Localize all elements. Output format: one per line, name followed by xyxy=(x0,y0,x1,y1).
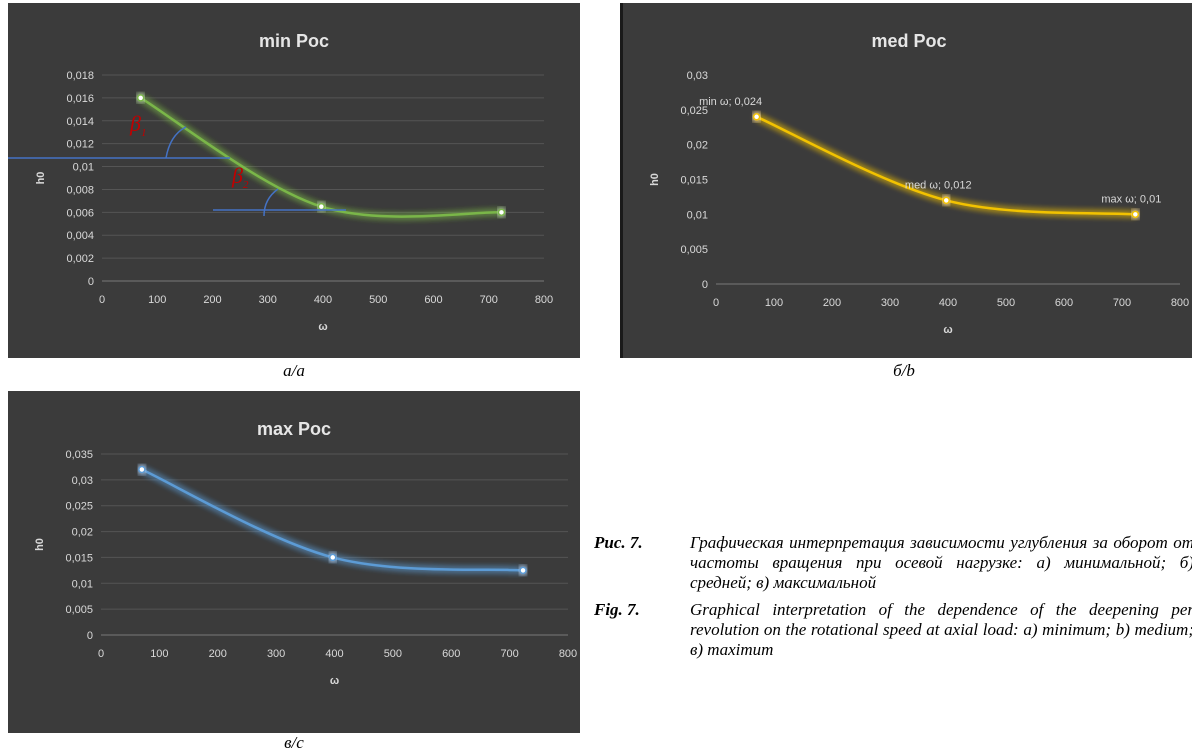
y-tick-label: 0,02 xyxy=(687,140,708,152)
chart-svg-2: med Poc 0 0,005 0,01 0,015 0,02 0,025 0,03 0 100 2… xyxy=(649,31,1189,336)
x-tick-label: 600 xyxy=(442,648,460,660)
x-tick-label: 200 xyxy=(209,648,227,660)
data-point xyxy=(497,208,506,217)
x-tick-label: 300 xyxy=(267,648,285,660)
y-axis-title: h0 xyxy=(35,172,47,185)
y-tick-label: 0,005 xyxy=(680,244,708,256)
data-point xyxy=(136,94,145,102)
subfigure-label-b: б/b xyxy=(893,361,915,380)
subfigure-label-a: а/a xyxy=(283,361,305,380)
data-point xyxy=(317,202,326,211)
chart-panel-b: med Poc 0 0,005 0,01 0,015 0,02 0,025 0,03 0 100 2… xyxy=(620,3,1192,358)
y-tick-label: 0,006 xyxy=(66,207,94,219)
x-tick-label: 800 xyxy=(535,294,553,306)
x-tick-label: 0 xyxy=(99,294,105,306)
y-tick-label: 0,025 xyxy=(65,501,93,513)
y-axis-title: h0 xyxy=(649,173,661,186)
subfigure-label-c: в/c xyxy=(284,733,304,752)
x-tick-label: 200 xyxy=(203,294,221,306)
y-tick-label: 0,025 xyxy=(680,105,708,117)
chart-panel-c: max Poc 0 0,005 0,01 0,015 0,02 0,025 0,03 0,035… xyxy=(8,391,580,733)
data-point xyxy=(752,113,761,121)
caption-en-number: Fig. 7. xyxy=(594,600,640,619)
y-tick-label: 0,004 xyxy=(66,230,94,242)
y-tick-label: 0,015 xyxy=(680,175,708,187)
angle-arc-1 xyxy=(165,126,187,159)
y-tick-label: 0 xyxy=(87,630,93,642)
x-tick-label: 700 xyxy=(1113,297,1131,309)
x-axis-title: ω xyxy=(318,321,327,333)
caption-ru-number: Рис. 7. xyxy=(594,533,643,552)
chart-svg-1: min Poc 0 0,002 0,004 0,006 0,008 0,01 0,012 0,0… xyxy=(8,31,553,333)
beta-2-label: β2 xyxy=(231,163,249,191)
x-tick-label: 800 xyxy=(559,648,577,660)
data-point xyxy=(519,566,527,575)
chart-svg-3: max Poc 0 0,005 0,01 0,015 0,02 0,025 0,03 0,035… xyxy=(34,419,577,687)
y-tick-label: 0 xyxy=(702,279,708,291)
x-tick-label: 600 xyxy=(1055,297,1073,309)
y-tick-label: 0,01 xyxy=(73,162,94,174)
y-tick-label: 0,014 xyxy=(66,116,94,128)
chart-title: max Poc xyxy=(257,419,331,439)
x-tick-label: 700 xyxy=(480,294,498,306)
x-tick-label: 600 xyxy=(424,294,442,306)
x-tick-label: 400 xyxy=(314,294,332,306)
y-tick-label: 0,008 xyxy=(66,184,94,196)
chart-panel-a: min Poc 0 0,002 0,004 0,006 0,008 0,01 0,012 0,0… xyxy=(8,3,580,358)
y-tick-label: 0,01 xyxy=(72,578,93,590)
x-axis-title: ω xyxy=(330,675,339,687)
x-tick-label: 200 xyxy=(823,297,841,309)
x-tick-label: 800 xyxy=(1171,297,1189,309)
x-tick-label: 500 xyxy=(384,648,402,660)
x-tick-label: 400 xyxy=(325,648,343,660)
chart-title: med Poc xyxy=(871,31,946,51)
y-tick-label: 0,005 xyxy=(65,604,93,616)
y-tick-label: 0 xyxy=(88,276,94,288)
x-tick-label: 100 xyxy=(148,294,166,306)
data-point xyxy=(1131,210,1140,219)
y-tick-label: 0,01 xyxy=(687,209,708,221)
y-tick-label: 0,002 xyxy=(66,253,94,265)
x-tick-label: 100 xyxy=(150,648,168,660)
x-tick-label: 500 xyxy=(997,297,1015,309)
data-point xyxy=(942,196,951,205)
data-point xyxy=(328,553,337,562)
data-label: min ω; 0,024 xyxy=(699,96,762,108)
x-tick-label: 0 xyxy=(98,648,104,660)
x-tick-label: 300 xyxy=(881,297,899,309)
data-point xyxy=(138,465,146,474)
x-tick-label: 500 xyxy=(369,294,387,306)
x-tick-label: 0 xyxy=(713,297,719,309)
y-tick-label: 0,02 xyxy=(72,527,93,539)
y-tick-label: 0,03 xyxy=(72,475,93,487)
angle-arc-2 xyxy=(263,188,279,217)
data-label: max ω; 0,01 xyxy=(1101,193,1161,205)
x-tick-label: 400 xyxy=(939,297,957,309)
y-tick-label: 0,035 xyxy=(65,449,93,461)
y-axis-title: h0 xyxy=(34,538,46,551)
x-tick-label: 300 xyxy=(259,294,277,306)
x-tick-label: 100 xyxy=(765,297,783,309)
series-line xyxy=(140,96,502,218)
y-tick-label: 0,016 xyxy=(66,93,94,105)
caption-en-text: Graphical interpretation of the dependen… xyxy=(690,600,1192,659)
angle-annotations: β1 β2 xyxy=(8,111,346,217)
y-tick-label: 0,015 xyxy=(65,552,93,564)
data-label: med ω; 0,012 xyxy=(905,179,972,191)
caption-ru-text: Графическая интерпретация зависимости уг… xyxy=(690,533,1192,592)
y-tick-label: 0,03 xyxy=(687,70,708,82)
y-tick-label: 0,012 xyxy=(66,139,94,151)
x-tick-label: 700 xyxy=(500,648,518,660)
chart-title: min Poc xyxy=(259,31,329,51)
x-axis-title: ω xyxy=(943,324,952,336)
y-tick-label: 0,018 xyxy=(66,70,94,82)
beta-1-label: β1 xyxy=(129,111,146,139)
